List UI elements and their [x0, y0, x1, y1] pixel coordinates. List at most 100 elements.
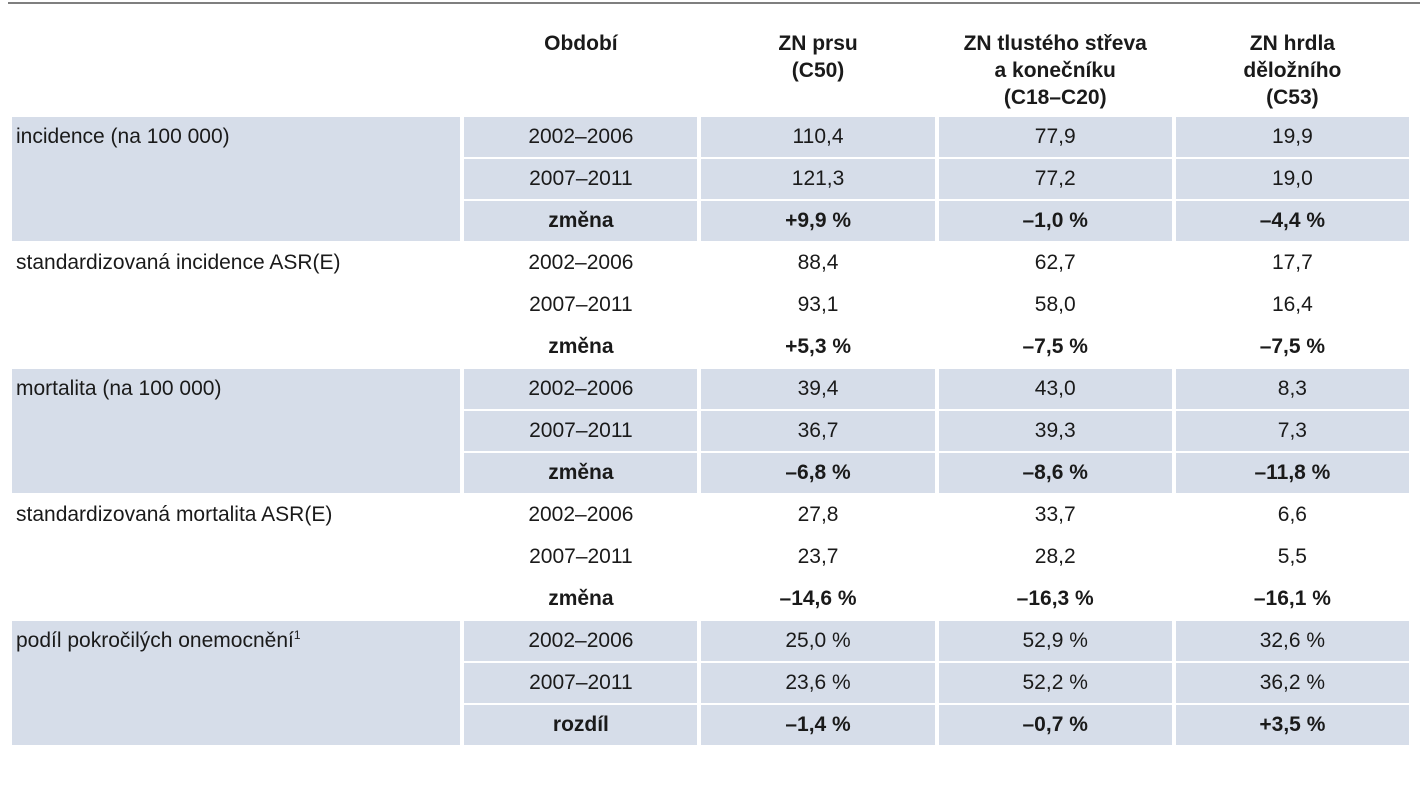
value-cell-breast: 88,4: [797, 251, 839, 274]
table-row: rozdíl –1,4 % –0,7 % +3,5 %: [12, 705, 1409, 745]
period-cell: změna: [464, 453, 698, 493]
row-group-label: standardizovaná incidence ASR(E): [12, 243, 460, 367]
value-cell-colorectal: 77,9: [938, 117, 1172, 157]
row-group-label: podíl pokročilých onemocnění1: [12, 621, 461, 745]
footnote-marker: 1: [293, 628, 301, 642]
value-cell-colorectal: 33,7: [1034, 503, 1076, 526]
data-table: Období ZN prsu (C50) ZN tlustého střeva …: [8, 28, 1413, 747]
value-cell-cervical: 6,6: [1277, 503, 1307, 526]
value-cell-breast: 110,4: [701, 117, 935, 157]
value-cell-breast: 27,8: [797, 503, 839, 526]
table-header: Období ZN prsu (C50) ZN tlustého střeva …: [12, 30, 1409, 115]
value-cell-cervical: 5,5: [1277, 545, 1307, 568]
value-cell-cervical: 36,2 %: [1175, 663, 1409, 703]
value-cell-colorectal: –1,0 %: [938, 201, 1172, 241]
value-cell-cervical: –11,8 %: [1175, 453, 1409, 493]
value-cell-breast: +9,9 %: [701, 201, 935, 241]
table-row: 2007–2011 23,6 % 52,2 % 36,2 %: [12, 663, 1409, 703]
value-cell-cervical: 19,0: [1175, 159, 1409, 199]
value-cell-colorectal: –7,5 %: [1022, 335, 1088, 358]
value-cell-cervical: 32,6 %: [1175, 621, 1409, 661]
value-cell-cervical: 16,4: [1271, 293, 1313, 316]
value-cell-colorectal: –0,7 %: [938, 705, 1172, 745]
table-row: změna –6,8 % –8,6 % –11,8 %: [12, 453, 1409, 493]
value-cell-colorectal: 39,3: [938, 411, 1172, 451]
value-cell-cervical: –7,5 %: [1259, 335, 1326, 358]
top-rule: [8, 2, 1420, 4]
table-row: standardizovaná incidence ASR(E) 2002–200…: [12, 243, 1409, 283]
row-group-label-text: podíl pokročilých onemocnění: [16, 629, 294, 652]
value-cell-cervical: –4,4 %: [1175, 201, 1409, 241]
value-cell-colorectal: 28,2: [1034, 545, 1076, 568]
row-group-label: mortalita (na 100 000): [12, 369, 461, 493]
period-cell: 2002–2006: [528, 251, 634, 274]
value-cell-breast: 39,4: [701, 369, 935, 409]
table-row: 2007–2011 121,3 77,2 19,0: [12, 159, 1409, 199]
header-line: a konečníku: [994, 59, 1116, 82]
header-line: děložního: [1243, 59, 1342, 82]
period-cell: 2002–2006: [464, 369, 698, 409]
table-row: změna +5,3 % –7,5 % –7,5 %: [12, 327, 1409, 367]
table-row: 2007–2011 93,1 58,0 16,4: [12, 285, 1409, 325]
value-cell-cervical: 8,3: [1175, 369, 1409, 409]
row-group-label: incidence (na 100 000): [12, 117, 461, 241]
value-cell-colorectal: 62,7: [1034, 251, 1076, 274]
value-cell-breast: 25,0 %: [701, 621, 935, 661]
row-group-label: standardizovaná mortalita ASR(E): [12, 495, 460, 619]
header-label-col: [12, 30, 460, 115]
period-cell: 2002–2006: [464, 621, 698, 661]
period-cell: změna: [548, 587, 614, 610]
value-cell-breast: 121,3: [701, 159, 935, 199]
header-line: ZN hrdla: [1249, 32, 1335, 55]
value-cell-colorectal: –16,3 %: [1016, 587, 1094, 610]
table-row: podíl pokročilých onemocnění1 2002–2006 25…: [12, 621, 1409, 745]
table-row: změna –14,6 % –16,3 % –16,1 %: [12, 579, 1409, 619]
value-cell-breast: 93,1: [797, 293, 839, 316]
value-cell-breast: –14,6 %: [779, 587, 857, 610]
header-period-text: Období: [544, 32, 618, 55]
table-row: mortalita (na 100 000) 2002–2006 39,4 43,0 8…: [12, 369, 1409, 493]
period-cell: 2007–2011: [464, 159, 698, 199]
value-cell-breast: 23,7: [797, 545, 839, 568]
header-colorectal-cancer: ZN tlustého střeva a konečníku (C18–C20): [939, 30, 1172, 115]
period-cell: 2007–2011: [464, 411, 698, 451]
value-cell-cervical: 17,7: [1271, 251, 1313, 274]
header-breast-cancer: ZN prsu (C50): [701, 30, 934, 115]
row-group-label-text: mortalita (na 100 000): [16, 377, 222, 400]
period-cell: změna: [464, 201, 698, 241]
row-group-label-text: standardizovaná mortalita ASR(E): [16, 503, 333, 526]
value-cell-colorectal: –8,6 %: [938, 453, 1172, 493]
value-cell-colorectal: 52,2 %: [938, 663, 1172, 703]
table-row: incidence (na 100 000) 2002–2006 110,4 77,9…: [12, 117, 1409, 241]
value-cell-breast: 23,6 %: [701, 663, 935, 703]
value-cell-cervical: +3,5 %: [1175, 705, 1409, 745]
header-line: (C50): [791, 59, 845, 82]
table-row: 2007–2011 36,7 39,3 7,3: [12, 411, 1409, 451]
header-line: (C53): [1266, 86, 1319, 109]
period-cell: změna: [548, 335, 614, 358]
table-body: incidence (na 100 000) 2002–2006 110,4 77,9…: [12, 117, 1409, 745]
period-cell: 2002–2006: [528, 503, 634, 526]
data-table-container: Období ZN prsu (C50) ZN tlustého střeva …: [8, 28, 1413, 747]
value-cell-colorectal: 43,0: [938, 369, 1172, 409]
period-cell: 2002–2006: [464, 117, 698, 157]
value-cell-breast: –6,8 %: [701, 453, 935, 493]
value-cell-breast: 36,7: [701, 411, 935, 451]
value-cell-breast: +5,3 %: [785, 335, 852, 358]
table-row: standardizovaná mortalita ASR(E) 2002–200…: [12, 495, 1409, 535]
value-cell-colorectal: 52,9 %: [938, 621, 1172, 661]
header-line: ZN tlustého střeva: [963, 32, 1147, 55]
period-cell: rozdíl: [464, 705, 698, 745]
table-row: změna +9,9 % –1,0 % –4,4 %: [12, 201, 1409, 241]
row-group-label-text: incidence (na 100 000): [16, 125, 230, 148]
value-cell-cervical: –16,1 %: [1253, 587, 1331, 610]
value-cell-cervical: 7,3: [1175, 411, 1409, 451]
header-line: ZN prsu: [778, 32, 858, 55]
row-group-label-text: standardizovaná incidence ASR(E): [16, 251, 341, 274]
header-period: Období: [464, 30, 697, 115]
header-line: (C18–C20): [1003, 86, 1107, 109]
header-cervical-cancer: ZN hrdla děložního (C53): [1176, 30, 1409, 115]
period-cell: 2007–2011: [529, 293, 633, 316]
value-cell-colorectal: 77,2: [938, 159, 1172, 199]
period-cell: 2007–2011: [529, 545, 633, 568]
